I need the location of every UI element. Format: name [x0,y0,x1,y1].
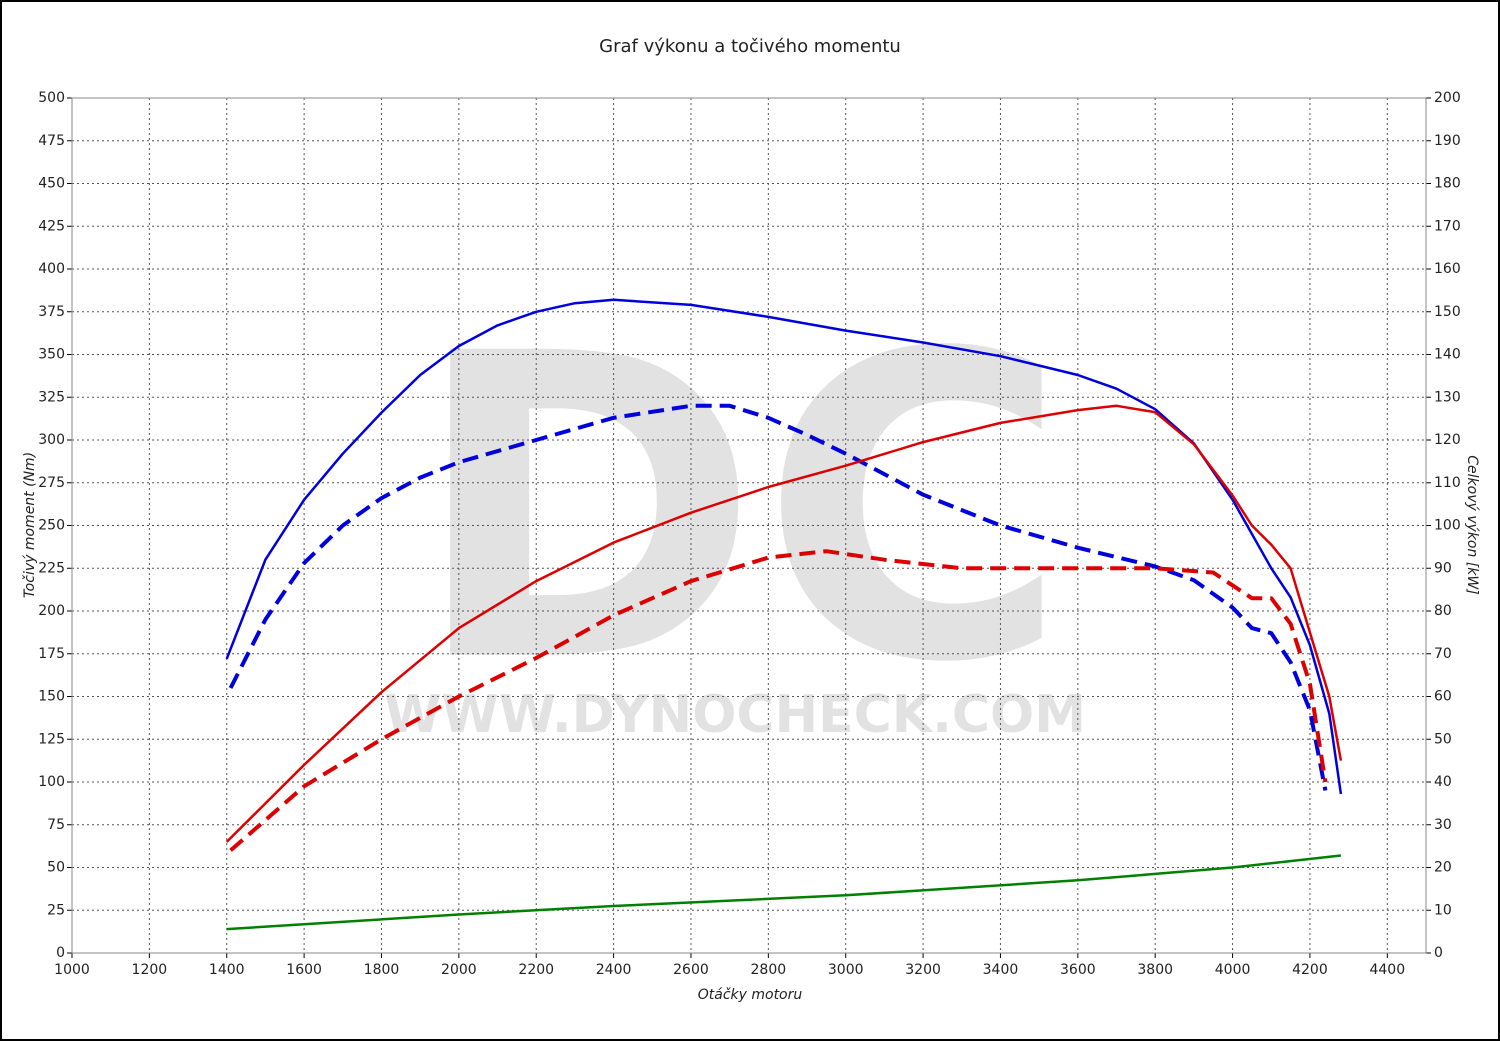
watermark-url: WWW.DYNOCHECK.COM [384,685,1086,745]
y2-tick-label: 180 [1434,176,1461,192]
y2-tick-label: 20 [1434,860,1452,876]
y-tick-label: 375 [38,304,65,320]
y-tick-label: 475 [38,133,65,149]
y-tick-label: 225 [38,560,65,576]
x-tick-label: 4000 [1215,962,1251,978]
y2-tick-label: 170 [1434,218,1461,234]
y-tick-label: 50 [47,860,65,876]
chart-title: Graf výkonu a točivého momentu [599,36,901,57]
y2-tick-label: 30 [1434,817,1452,833]
y2-tick-label: 0 [1434,945,1443,961]
x-tick-label: 3800 [1137,962,1173,978]
x-tick-label: 3600 [1060,962,1096,978]
y-tick-label: 75 [47,817,65,833]
x-tick-label: 4200 [1292,962,1328,978]
watermark-logo: DC [412,266,1069,755]
x-tick-label: 4400 [1369,962,1405,978]
y2-tick-label: 160 [1434,261,1461,277]
y-tick-label: 0 [56,945,65,961]
y2-tick-label: 50 [1434,731,1452,747]
series-line [228,403,1328,791]
series-line [226,854,1342,931]
x-tick-label: 2800 [751,962,787,978]
y2-tick-label: 140 [1434,347,1461,363]
y-tick-label: 100 [38,774,65,790]
plot-border [71,97,1427,954]
y-tick-label: 500 [38,90,65,106]
y2-tick-label: 90 [1434,560,1452,576]
y-tick-label: 350 [38,347,65,363]
y-tick-label: 400 [38,261,65,277]
y-tick-label: 425 [38,218,65,234]
y-axis-title: Točivý moment (Nm) [22,452,38,598]
x-tick-label: 2000 [441,962,477,978]
y2-tick-label: 150 [1434,304,1461,320]
y-tick-label: 325 [38,389,65,405]
x-tick-label: 1200 [132,962,168,978]
x-tick-label: 2400 [596,962,632,978]
y2-tick-label: 10 [1434,902,1452,918]
y2-tick-label: 70 [1434,646,1452,662]
y2-axis-title: Celkový výkon [kW] [1464,455,1480,594]
series-line [225,404,1343,843]
y-tick-label: 200 [38,603,65,619]
y-tick-label: 450 [38,176,65,192]
y2-tick-label: 100 [1434,518,1461,534]
y-tick-label: 175 [38,646,65,662]
x-tick-label: 3400 [983,962,1019,978]
x-tick-label: 3200 [905,962,941,978]
y2-tick-label: 120 [1434,432,1461,448]
y2-tick-label: 130 [1434,389,1461,405]
series-line [225,298,1343,795]
series-line [229,549,1328,852]
y2-tick-label: 60 [1434,689,1452,705]
y2-tick-label: 80 [1434,603,1452,619]
x-tick-label: 2600 [673,962,709,978]
y-tick-label: 150 [38,689,65,705]
y-tick-label: 25 [47,902,65,918]
y-tick-label: 250 [38,518,65,534]
x-tick-label: 1600 [286,962,322,978]
y2-tick-label: 190 [1434,133,1461,149]
y2-tick-label: 200 [1434,90,1461,106]
y-tick-label: 300 [38,432,65,448]
x-axis-title: Otáčky motoru [698,987,803,1003]
y-tick-label: 125 [38,731,65,747]
y2-tick-label: 110 [1434,475,1461,491]
x-tick-label: 3000 [828,962,864,978]
x-tick-label: 1800 [364,962,400,978]
y-tick-label: 275 [38,475,65,491]
y2-tick-label: 40 [1434,774,1452,790]
x-tick-label: 1400 [209,962,245,978]
x-tick-label: 2200 [518,962,554,978]
x-tick-label: 1000 [54,962,90,978]
